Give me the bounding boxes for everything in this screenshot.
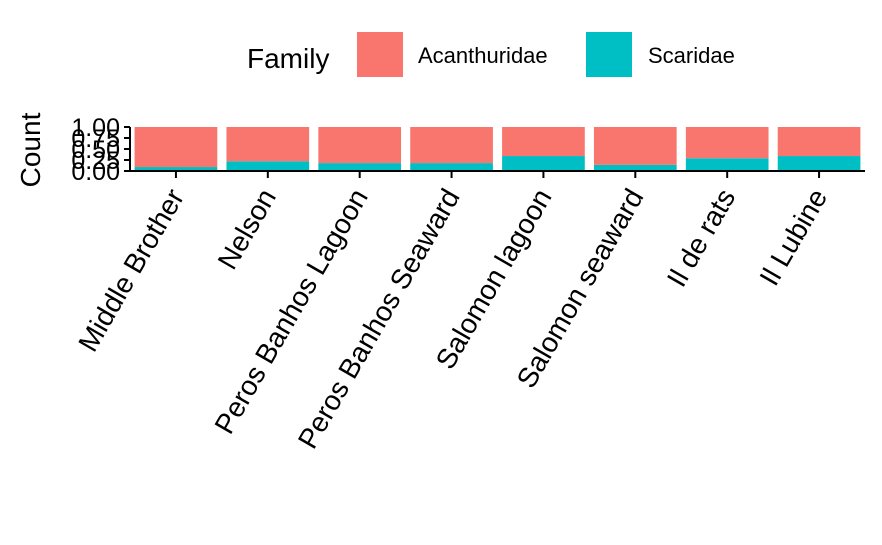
bar-scaridae-salomon-lagoon bbox=[502, 156, 585, 171]
legend-title: Family bbox=[247, 43, 329, 74]
x-tick-label-middle-brother: Middle Brother bbox=[72, 184, 190, 357]
y-tick-label: 0.50 bbox=[71, 136, 120, 164]
bar-scaridae-peros-banhos-seaward bbox=[410, 163, 493, 171]
y-tick-label: 1.00 bbox=[71, 114, 120, 142]
bar-scaridae-salomon-seaward bbox=[593, 164, 677, 171]
legend: Family Acanthuridae Scaridae bbox=[247, 32, 735, 77]
bar-scaridae-il-de-rats bbox=[685, 158, 769, 171]
legend-swatch-scaridae bbox=[586, 32, 632, 77]
x-tick-label-peros-banhos-seaward: Peros Banhos Seaward bbox=[292, 184, 466, 454]
bar-scaridae-il-lubine bbox=[777, 156, 861, 171]
y-tick-label: 0.75 bbox=[71, 125, 120, 153]
x-tick-label-il-lubine: Il Lubine bbox=[753, 184, 833, 291]
bar-acanthuridae-salomon-lagoon bbox=[502, 127, 585, 157]
bar-acanthuridae-il-de-rats bbox=[685, 127, 769, 159]
legend-label-acanthuridae: Acanthuridae bbox=[418, 43, 548, 68]
bar-scaridae-nelson bbox=[226, 161, 310, 171]
y-tick-label: 0.00 bbox=[71, 158, 120, 186]
bar-acanthuridae-nelson bbox=[226, 127, 310, 162]
bar-scaridae-middle-brother bbox=[134, 167, 218, 171]
bar-acanthuridae-il-lubine bbox=[777, 127, 861, 157]
bar-acanthuridae-peros-banhos-lagoon bbox=[318, 127, 402, 164]
legend-label-scaridae: Scaridae bbox=[648, 43, 735, 68]
legend-swatch-acanthuridae bbox=[357, 32, 403, 77]
y-axis-title: Count bbox=[15, 112, 46, 187]
bar-acanthuridae-peros-banhos-seaward bbox=[410, 127, 493, 164]
bar-scaridae-peros-banhos-lagoon bbox=[318, 163, 402, 171]
y-tick-label: 0.25 bbox=[71, 147, 120, 175]
y-axis-ticks: 0.000.250.500.751.00 bbox=[71, 114, 130, 186]
x-tick-label-il-de-rats: Il de rats bbox=[661, 184, 742, 293]
bar-acanthuridae-salomon-seaward bbox=[593, 127, 677, 165]
bars bbox=[134, 127, 861, 171]
x-tick-label-nelson: Nelson bbox=[212, 184, 282, 275]
bar-acanthuridae-middle-brother bbox=[134, 127, 218, 168]
